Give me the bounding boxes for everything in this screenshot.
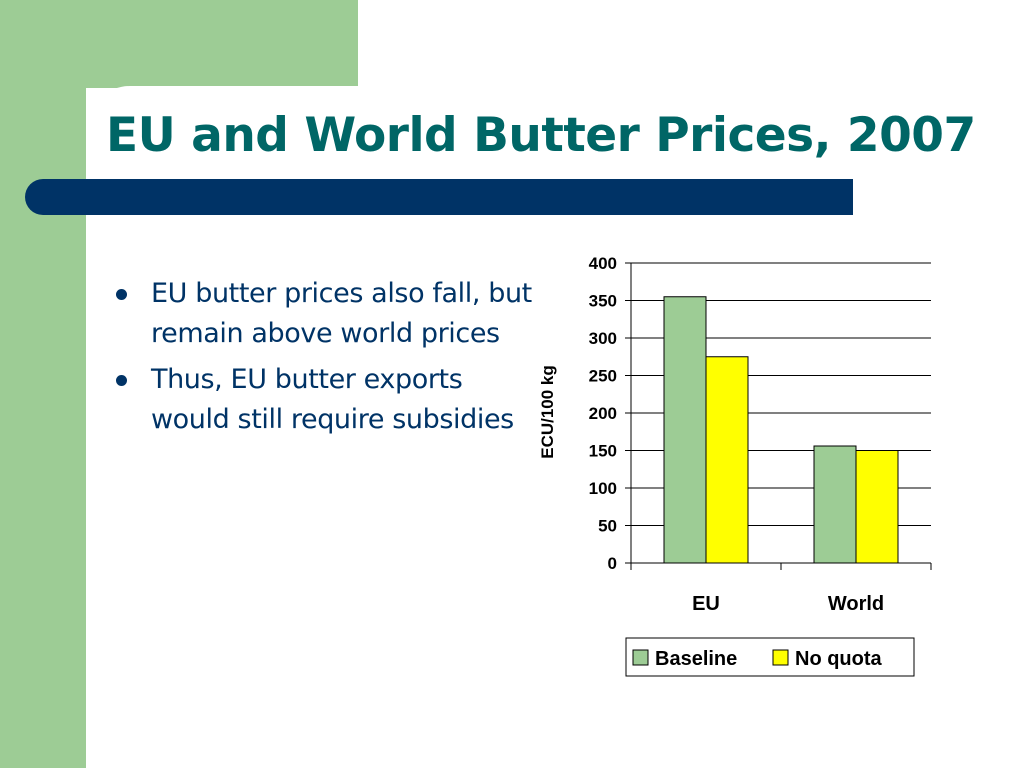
bullet-dot-icon bbox=[116, 375, 127, 386]
y-tick-label: 200 bbox=[589, 404, 617, 423]
x-tick-label: World bbox=[828, 593, 884, 615]
legend-box bbox=[625, 637, 915, 677]
bullet-item: Thus, EU butter exports would still requ… bbox=[110, 360, 540, 440]
bullet-text: EU butter prices also fall, but remain a… bbox=[151, 278, 532, 349]
y-tick-label: 0 bbox=[608, 554, 617, 573]
bar-baseline bbox=[813, 445, 857, 564]
bullet-dot-icon bbox=[116, 289, 127, 300]
legend-label: Baseline bbox=[655, 648, 737, 670]
accent-band-top bbox=[0, 0, 358, 88]
y-tick-label: 400 bbox=[589, 254, 617, 273]
y-tick-label: 350 bbox=[589, 292, 617, 311]
y-tick-label: 150 bbox=[589, 442, 617, 461]
bullet-list: EU butter prices also fall, but remain a… bbox=[110, 274, 540, 446]
legend-swatch-no-quota bbox=[772, 649, 789, 666]
y-tick-label: 250 bbox=[589, 367, 617, 386]
accent-band-left bbox=[0, 0, 86, 768]
bar-no-quota bbox=[855, 450, 899, 564]
bullet-item: EU butter prices also fall, but remain a… bbox=[110, 274, 540, 354]
y-axis-label: ECU/100 kg bbox=[538, 365, 557, 459]
legend-label: No quota bbox=[795, 648, 883, 670]
bar-baseline bbox=[663, 296, 707, 564]
y-tick-label: 300 bbox=[589, 329, 617, 348]
slide-title: EU and World Butter Prices, 2007 bbox=[106, 108, 976, 163]
title-underline-bar bbox=[25, 179, 853, 215]
legend-swatch-baseline bbox=[632, 649, 649, 666]
y-tick-label: 50 bbox=[598, 517, 617, 536]
y-tick-label: 100 bbox=[589, 479, 617, 498]
x-tick-label: EU bbox=[692, 593, 720, 615]
bullet-text: Thus, EU butter exports would still requ… bbox=[151, 364, 514, 435]
bar-no-quota bbox=[705, 356, 749, 564]
